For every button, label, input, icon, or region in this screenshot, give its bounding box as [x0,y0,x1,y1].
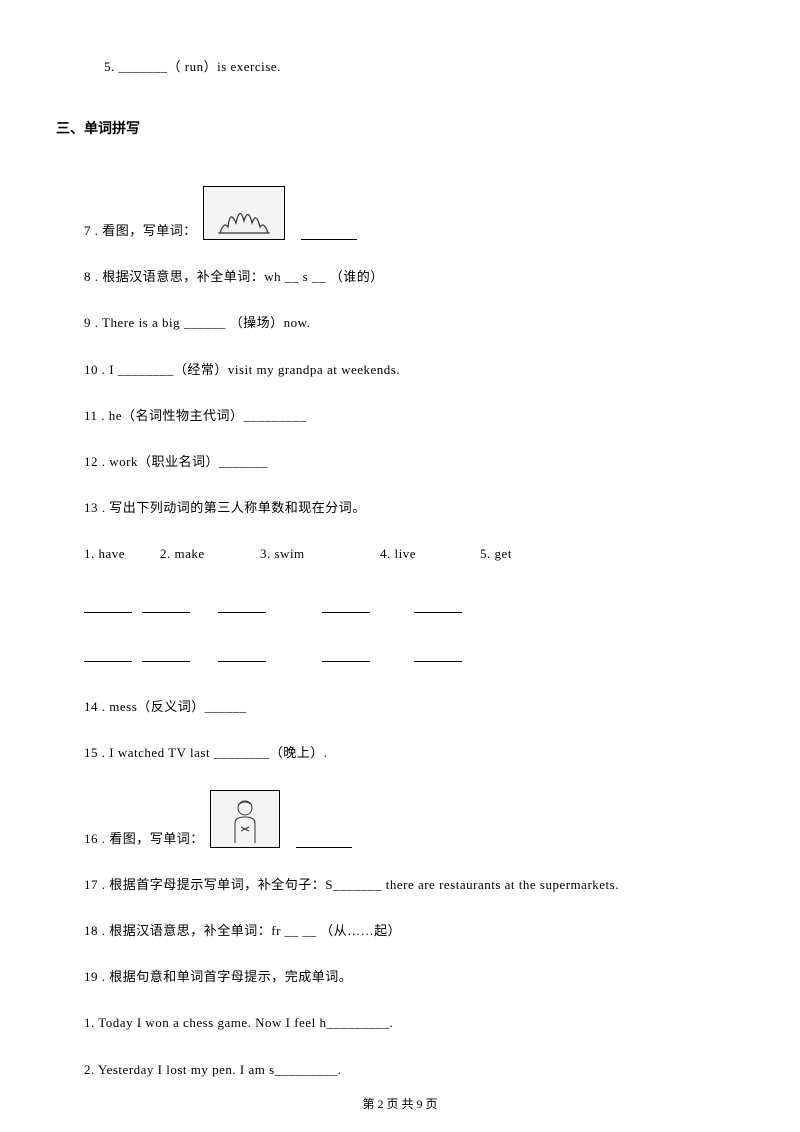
person-icon [225,797,265,843]
q13-w4: 4. live [380,545,480,563]
q5-text: 5. _______（ run）is exercise. [104,58,748,76]
blank[interactable] [414,649,462,662]
q7-blank[interactable] [301,239,357,240]
q10-text: 10 . I ________（经常）visit my grandpa at w… [84,361,748,379]
section-title: 三、单词拼写 [56,118,748,138]
q17-text: 17 . 根据首字母提示写单词，补全句子：S_______ there are … [84,876,748,894]
q19-2-text: 2. Yesterday I lost my pen. I am s______… [84,1061,748,1079]
q15-text: 15 . I watched TV last ________（晚上）. [84,744,748,762]
blank[interactable] [218,600,266,613]
q7-image [203,186,285,240]
q13-w3: 3. swim [260,545,380,563]
q12-text: 12 . work（职业名词）_______ [84,453,748,471]
q16-row: 16 . 看图，写单词： [84,790,748,848]
blank[interactable] [84,649,132,662]
q13-w5: 5. get [480,545,512,563]
q7-pre: 7 . 看图，写单词： [84,222,197,240]
q16-pre: 16 . 看图，写单词： [84,830,204,848]
blank[interactable] [218,649,266,662]
q7-row: 7 . 看图，写单词： [84,186,748,240]
q16-blank[interactable] [296,847,352,848]
q19-1-text: 1. Today I won a chess game. Now I feel … [84,1014,748,1032]
q13-text: 13 . 写出下列动词的第三人称单数和现在分词。 [84,499,748,517]
q13-blanks-row2 [84,649,748,662]
blank[interactable] [142,600,190,613]
q13-w2: 2. make [160,545,260,563]
q14-text: 14 . mess（反义词）______ [84,698,748,716]
page-footer: 第 2 页 共 9 页 [0,1095,800,1112]
q19-text: 19 . 根据句意和单词首字母提示，完成单词。 [84,968,748,986]
q13-blanks-row1 [84,600,748,613]
q18-text: 18 . 根据汉语意思，补全单词：fr __ __ （从……起） [84,922,748,940]
q13-w1: 1. have [84,545,160,563]
q11-text: 11 . he（名词性物主代词）_________ [84,407,748,425]
blank[interactable] [322,600,370,613]
q9-text: 9 . There is a big ______ （操场）now. [84,314,748,332]
fire-icon [216,203,272,235]
blank[interactable] [414,600,462,613]
q16-image [210,790,280,848]
q13-words: 1. have 2. make 3. swim 4. live 5. get [84,545,748,563]
blank[interactable] [322,649,370,662]
q8-text: 8 . 根据汉语意思，补全单词：wh __ s __ （谁的） [84,268,748,286]
blank[interactable] [84,600,132,613]
blank[interactable] [142,649,190,662]
